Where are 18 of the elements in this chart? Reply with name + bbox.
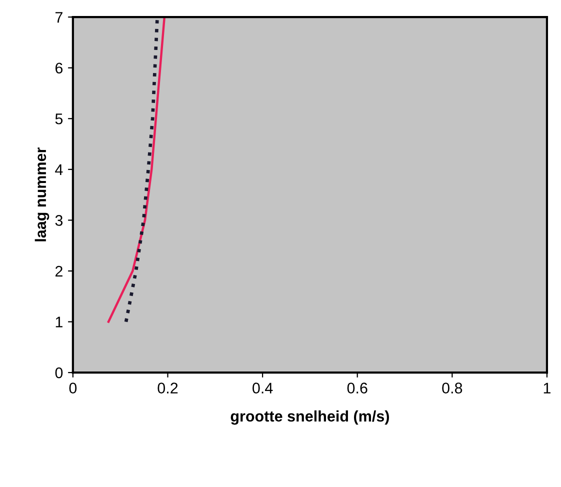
x-tick-label: 0.2 bbox=[158, 382, 178, 394]
x-tick-label: 0.4 bbox=[252, 382, 273, 394]
y-tick-label: 5 bbox=[55, 114, 63, 124]
line-series bbox=[124, 17, 159, 324]
x-tick-label: 1 bbox=[544, 382, 550, 394]
y-tick-label: 6 bbox=[55, 62, 63, 74]
line-series bbox=[107, 17, 166, 323]
x-tick-label: 0 bbox=[69, 382, 77, 394]
x-axis-title: grootte snelheid (m/s) bbox=[230, 410, 389, 425]
y-tick-label: 0 bbox=[55, 367, 63, 378]
y-tick-label: 3 bbox=[55, 215, 63, 226]
x-tick-label: 0.6 bbox=[347, 382, 368, 394]
y-tick-label: 2 bbox=[55, 266, 62, 277]
y-axis-title: laag nummer bbox=[34, 147, 50, 242]
y-tick-label: 4 bbox=[55, 164, 63, 175]
y-tick-label: 7 bbox=[55, 12, 62, 23]
x-tick-label: 0.8 bbox=[442, 382, 462, 394]
y-tick-label: 1 bbox=[56, 316, 62, 328]
